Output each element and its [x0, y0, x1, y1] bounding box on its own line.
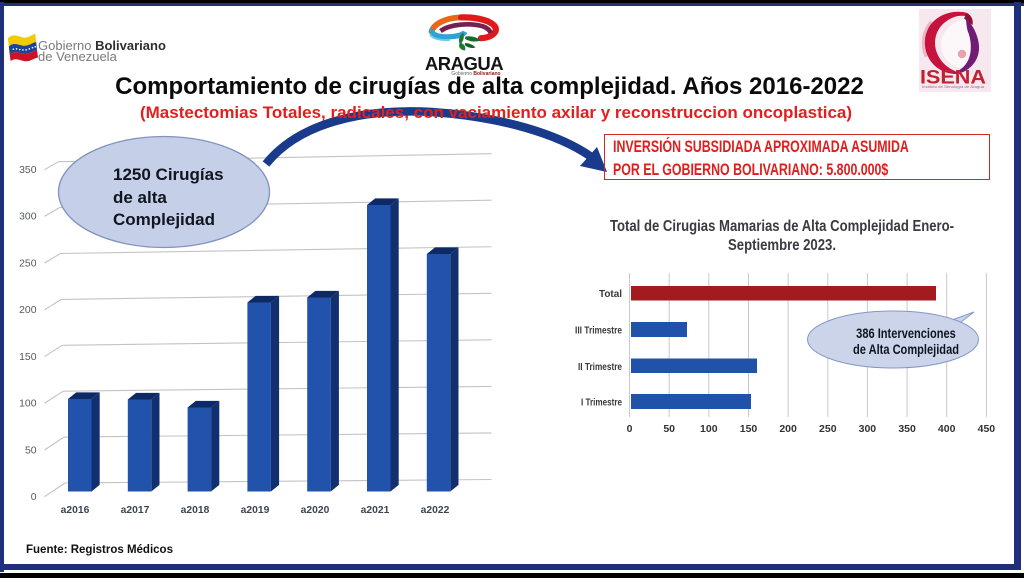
svg-text:ISENA: ISENA [920, 67, 986, 89]
svg-text:400: 400 [938, 423, 956, 435]
svg-text:a2018: a2018 [181, 505, 210, 516]
svg-text:a2017: a2017 [121, 505, 150, 516]
svg-text:300: 300 [859, 423, 877, 435]
svg-text:100: 100 [700, 423, 718, 435]
svg-text:a2021: a2021 [361, 505, 390, 516]
svg-text:350: 350 [19, 165, 37, 176]
svg-text:250: 250 [19, 258, 37, 269]
svg-text:200: 200 [19, 305, 37, 316]
svg-text:450: 450 [978, 423, 996, 435]
svg-text:II Trimestre: II Trimestre [578, 361, 622, 373]
svg-text:150: 150 [19, 352, 37, 363]
svg-text:50: 50 [663, 423, 675, 435]
svg-text:a2019: a2019 [241, 505, 270, 516]
svg-text:Total: Total [599, 288, 622, 300]
svg-text:300: 300 [19, 212, 37, 223]
svg-text:a2016: a2016 [61, 505, 90, 516]
svg-text:250: 250 [819, 423, 837, 435]
svg-text:0: 0 [627, 423, 633, 435]
svg-text:200: 200 [779, 423, 797, 435]
svg-text:0: 0 [31, 492, 37, 503]
svg-text:I Trimestre: I Trimestre [581, 397, 622, 409]
svg-text:III Trimestre: III Trimestre [575, 325, 622, 337]
svg-text:a2020: a2020 [301, 505, 330, 516]
svg-text:a2022: a2022 [421, 505, 450, 516]
svg-text:Instituto de Senología de Arag: Instituto de Senología de Aragua [922, 85, 984, 89]
svg-text:100: 100 [19, 399, 37, 410]
svg-text:350: 350 [898, 423, 916, 435]
svg-text:150: 150 [740, 423, 758, 435]
svg-text:50: 50 [25, 445, 37, 456]
